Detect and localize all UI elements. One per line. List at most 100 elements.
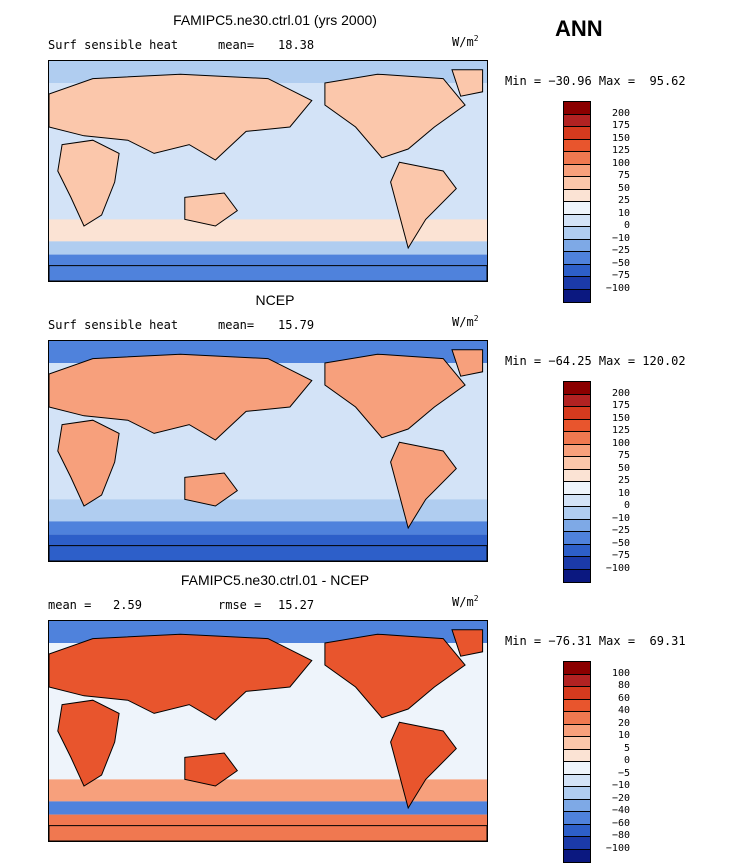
panel-3-mean-label: mean = 2.59 (48, 598, 142, 612)
southern-ocean-band (49, 219, 487, 242)
continent-outline (49, 545, 487, 561)
continent-outline (184, 192, 239, 227)
colorbar-swatch (564, 482, 590, 495)
panel-2-title: NCEP (255, 292, 295, 308)
panel-1-field-plot (49, 61, 487, 281)
colorbar-tick-label: 60 (617, 692, 630, 704)
colorbar-swatch (564, 674, 590, 687)
panel-1-units: W/m2 (452, 34, 479, 49)
panel-3-map (48, 620, 488, 842)
colorbar-swatch (564, 762, 590, 775)
continent-outline (324, 73, 466, 159)
colorbar-tick-label: 150 (611, 132, 630, 144)
colorbar-swatch (564, 407, 590, 420)
colorbar-tick-label: 125 (611, 425, 630, 436)
panel-1-minmax: Min = −30.96 Max = 95.62 (505, 74, 686, 88)
colorbar-tick-label: −10 (611, 780, 630, 791)
continent-outline (49, 633, 313, 721)
colorbar-tick-label: 100 (611, 437, 630, 449)
panel-2-field-plot (49, 341, 487, 561)
colorbar-swatch (564, 277, 590, 290)
continent-outline (451, 629, 484, 657)
colorbar-swatch (564, 432, 590, 445)
continent-outline (57, 699, 120, 787)
colorbar-swatch (564, 699, 590, 712)
panel-2-colorbar (563, 381, 591, 583)
colorbar-swatch (564, 724, 590, 737)
colorbar-swatch (564, 799, 590, 812)
panel-3-field-plot (49, 621, 487, 841)
panel-3-stat-label: rmse = (218, 598, 262, 612)
panel-2-stat-value: 15.79 (278, 318, 315, 332)
continent-outline (49, 73, 313, 161)
colorbar-tick-label: 125 (611, 145, 630, 156)
season-label: ANN (555, 16, 603, 41)
continent-outline (324, 353, 466, 439)
southern-ocean-band (49, 241, 487, 255)
panel-3-colorbar (563, 661, 591, 863)
colorbar-tick-label: −25 (611, 525, 630, 536)
continent-outline (390, 161, 457, 250)
colorbar-swatch (564, 737, 590, 750)
continent-outline (57, 419, 120, 507)
panel-2-map (48, 340, 488, 562)
continent-outline (184, 752, 239, 787)
colorbar-swatch (564, 164, 590, 177)
colorbar-tick-label: −40 (611, 805, 630, 816)
colorbar-swatch (564, 189, 590, 202)
panel-1-stat-label: mean= (218, 38, 255, 52)
colorbar-tick-label: 175 (611, 120, 630, 131)
colorbar-tick-label: −20 (611, 792, 630, 804)
colorbar-swatch (564, 214, 590, 227)
colorbar-swatch (564, 824, 590, 837)
southern-ocean-band (49, 801, 487, 815)
panel-1-colorbar-ticks: 200 175 150 125 100 75 50 25 10 0 −10 −25 −50 −75 −100 (590, 101, 630, 293)
colorbar-swatch (564, 394, 590, 407)
colorbar-tick-label: 80 (617, 680, 630, 691)
colorbar-tick-label: 10 (617, 730, 630, 741)
southern-ocean-band (49, 521, 487, 535)
colorbar-swatch (564, 787, 590, 800)
colorbar-swatch (564, 419, 590, 432)
colorbar-tick-label: 10 (617, 207, 630, 219)
colorbar-tick-label: −10 (611, 512, 630, 524)
colorbar-swatch (564, 152, 590, 165)
continent-outline (57, 139, 120, 227)
colorbar-swatch (564, 519, 590, 532)
colorbar-swatch (564, 252, 590, 265)
colorbar-swatch (564, 544, 590, 557)
panel-3-colorbar-ticks: 100 80 60 40 20 10 5 0 −5 −10 −20 −40 −60 −80 −100 (590, 661, 630, 853)
colorbar-tick-label: 75 (617, 170, 630, 181)
colorbar-tick-label: 0 (623, 220, 630, 231)
continent-outline (390, 441, 457, 530)
colorbar-tick-label: −50 (611, 537, 630, 549)
continent-outline (184, 472, 239, 507)
colorbar-tick-label: 25 (617, 195, 630, 206)
colorbar-swatch (564, 202, 590, 215)
colorbar-tick-label: 50 (617, 182, 630, 194)
colorbar-tick-label: −60 (611, 817, 630, 829)
colorbar-swatch (564, 569, 590, 582)
colorbar-swatch (564, 507, 590, 520)
colorbar-swatch (564, 114, 590, 127)
continent-outline (324, 633, 466, 719)
colorbar-tick-label: −75 (611, 270, 630, 281)
colorbar-swatch (564, 139, 590, 152)
colorbar-swatch (564, 469, 590, 482)
colorbar-tick-label: −80 (611, 830, 630, 841)
continent-outline (451, 349, 484, 377)
colorbar-tick-label: 75 (617, 450, 630, 461)
colorbar-tick-label: 0 (623, 500, 630, 511)
panel-2-stat-label: mean= (218, 318, 255, 332)
southern-ocean-band (49, 499, 487, 522)
colorbar-swatch (564, 837, 590, 850)
colorbar-tick-label: −25 (611, 245, 630, 256)
colorbar-swatch (564, 264, 590, 277)
panel-1-stat-value: 18.38 (278, 38, 315, 52)
panel-3-minmax: Min = −76.31 Max = 69.31 (505, 634, 686, 648)
panel-1-map (48, 60, 488, 282)
colorbar-tick-label: 20 (617, 717, 630, 729)
colorbar-tick-label: −10 (611, 232, 630, 244)
colorbar-swatch (564, 102, 590, 115)
colorbar-tick-label: −75 (611, 550, 630, 561)
